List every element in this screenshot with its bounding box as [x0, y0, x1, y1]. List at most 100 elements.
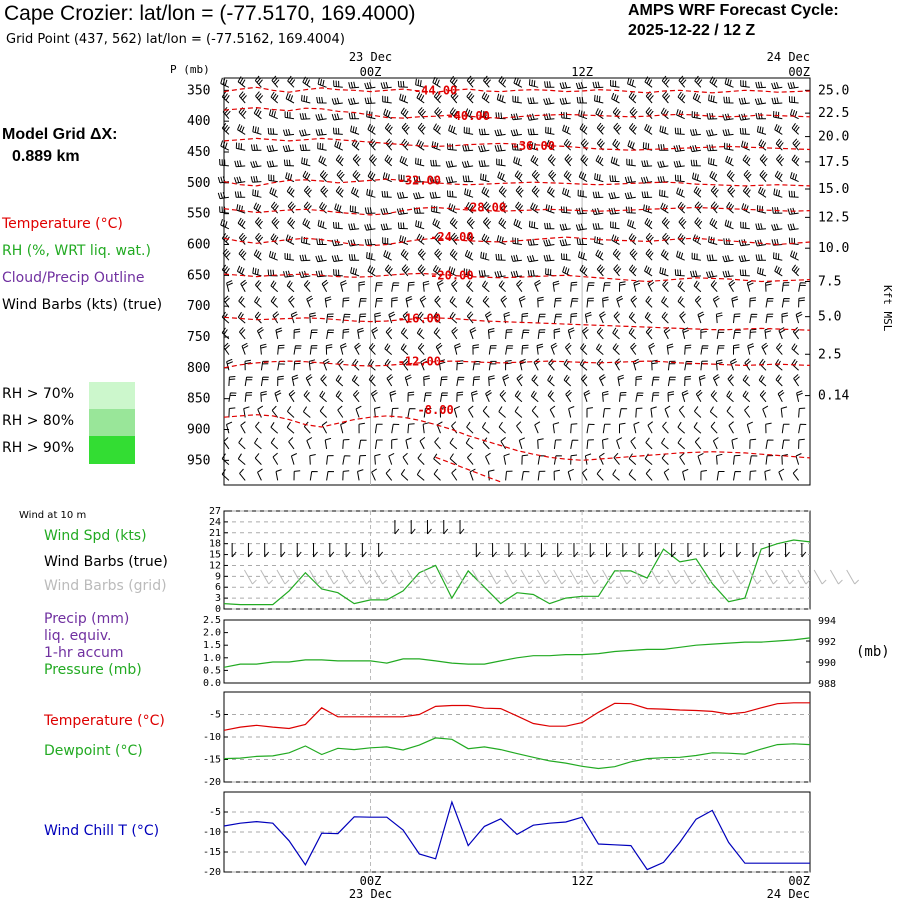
wind-barb [651, 359, 658, 371]
wind-barb [709, 170, 718, 183]
wind-barb [530, 202, 539, 214]
wind-barb [641, 191, 653, 199]
wind-barb [677, 437, 686, 450]
wind-barb [466, 75, 475, 88]
wind-barb [553, 297, 562, 308]
wind-barb [432, 218, 441, 230]
wind-barb [288, 437, 295, 450]
wind-barb [358, 455, 367, 465]
wind-barb [499, 389, 507, 403]
wind-barb [416, 139, 425, 151]
kft-tick-label: 25.0 [818, 83, 849, 98]
wind-barb [266, 144, 278, 153]
surface-barb [459, 520, 465, 535]
wind-barb [333, 127, 343, 135]
wind-barb [633, 280, 641, 292]
wind-barb [366, 252, 376, 261]
wind-barb [580, 138, 589, 151]
kft-tick-label: 15.0 [818, 182, 849, 197]
wind-barb [447, 143, 457, 151]
wind-barb [451, 468, 458, 481]
wind-barb [586, 282, 595, 292]
wind-barb [635, 392, 644, 402]
dewpoint-line [223, 737, 811, 770]
wind-barb [682, 468, 689, 481]
wind-barb [416, 233, 425, 245]
surface-barb [247, 543, 253, 558]
wind-barb [560, 111, 571, 120]
wind-barb [371, 326, 379, 340]
isotherm-line [435, 456, 501, 483]
surface-barb [280, 543, 286, 558]
wind-barb [350, 266, 360, 277]
wind-barb [791, 264, 800, 277]
wind-barb [580, 374, 588, 387]
wind-barb [619, 408, 628, 418]
wind-barb [722, 113, 734, 121]
wind-barb [788, 237, 799, 245]
wind-barb [613, 311, 620, 324]
wind-barb [275, 469, 282, 481]
wind-barb [293, 328, 301, 339]
wind-barb [559, 239, 571, 247]
wind-barb [319, 406, 327, 418]
surface-grid-barb [260, 569, 274, 585]
wind-barb [627, 77, 636, 88]
wind-barb [485, 452, 491, 465]
wind-barb [417, 122, 426, 135]
surface-grid-barb [829, 569, 843, 585]
wind-barb [434, 295, 441, 308]
surface-grid-barb [488, 569, 501, 585]
wind-barb [271, 75, 280, 88]
wind-barb [448, 266, 458, 277]
wind-barb [513, 218, 523, 230]
wind-barb [413, 192, 425, 200]
wind-barb [674, 174, 685, 183]
wind-barb [270, 437, 279, 450]
wind-barb [485, 389, 492, 403]
wind-barb [741, 140, 750, 151]
wind-barb [790, 108, 799, 120]
legend-rh80-label: RH > 80% [2, 413, 75, 429]
wind-barb [433, 232, 442, 245]
wind-barb [396, 207, 408, 215]
wind-barb [795, 311, 803, 324]
wind-barb [482, 201, 491, 214]
wind-barb [468, 405, 474, 418]
wind-barb [536, 343, 544, 355]
wind-barb [563, 374, 572, 387]
wind-barb [700, 470, 707, 481]
wind-barb [348, 223, 360, 231]
wind-panel-tick-label: 0 [215, 604, 221, 615]
wind-barb [290, 453, 298, 465]
wind-chill-label: Wind Chill T (°C) [44, 823, 160, 839]
wind-barb [570, 439, 579, 449]
wind-barb [510, 270, 522, 278]
wind-barb [798, 423, 807, 434]
wind-barb [676, 250, 685, 261]
wind-barb [738, 254, 750, 263]
wind-barb [697, 311, 705, 324]
wind-barb [596, 122, 605, 135]
wind-barb [254, 437, 262, 450]
wind-barb [237, 311, 246, 324]
wind-barb [781, 454, 788, 465]
wind-barb [677, 296, 686, 308]
wind-barb [731, 296, 739, 308]
wind-barb [755, 254, 767, 261]
wind-barb [673, 160, 685, 168]
wind-barb [348, 81, 360, 89]
surface-barb [606, 543, 611, 558]
wind-barb [221, 469, 230, 481]
surface-barb [524, 543, 530, 558]
wind-barb [440, 376, 448, 387]
isotherm-line [223, 106, 811, 119]
wind-barb [595, 249, 604, 261]
wind-barb [722, 128, 734, 136]
wind-barb [771, 223, 783, 231]
precip-panel-tick-label: 0.0 [203, 678, 221, 689]
wind-barb [612, 107, 621, 120]
wind-barb [614, 358, 622, 371]
wind-panel-frame [223, 510, 811, 610]
wind-barb [435, 342, 443, 355]
